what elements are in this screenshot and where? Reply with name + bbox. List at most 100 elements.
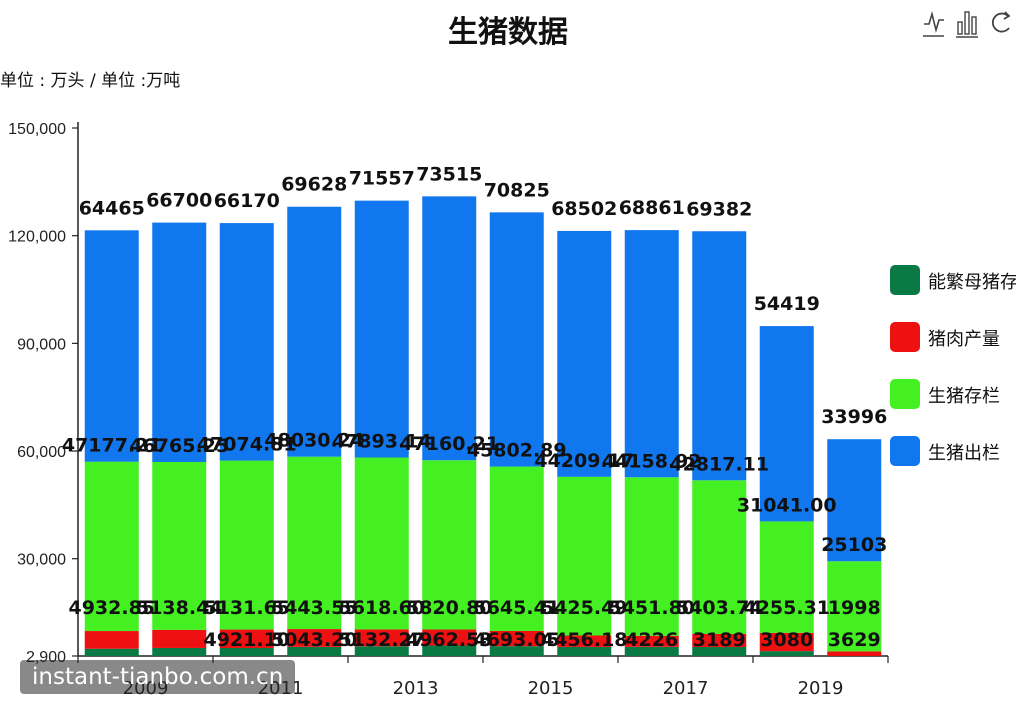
legend-item[interactable]: 生猪存栏	[890, 379, 1000, 409]
data-label: 64465	[79, 197, 145, 219]
legend-item[interactable]: 生猪出栏	[890, 436, 1000, 466]
bar-3-2018[interactable]	[692, 231, 747, 481]
data-label: 68861	[619, 197, 685, 219]
legend-swatch	[890, 379, 920, 409]
watermark: instant-tianbo.com.cn	[20, 660, 296, 694]
bar-3-2019[interactable]	[759, 326, 814, 522]
bar-0-2019[interactable]	[759, 651, 814, 656]
data-label: 44158.92	[602, 450, 702, 472]
data-label: 73515	[416, 163, 482, 185]
data-label: 46765.25	[129, 435, 229, 457]
bar-2-2014[interactable]	[422, 460, 477, 630]
bar-3-2016[interactable]	[557, 230, 612, 477]
legend-swatch	[890, 322, 920, 352]
data-label: 47074.81	[197, 434, 297, 456]
bar-0-2016[interactable]	[557, 646, 612, 656]
bar-1-2017[interactable]	[624, 635, 679, 647]
bar-2-2020[interactable]	[827, 561, 882, 652]
legend-label: 生猪出栏	[928, 443, 1000, 464]
bar-1-2014[interactable]	[422, 629, 477, 646]
bar-3-2012[interactable]	[287, 206, 342, 457]
bar-2-2019[interactable]	[759, 521, 814, 633]
data-label: 3629	[828, 629, 881, 651]
bar-0-2015[interactable]	[489, 646, 544, 656]
bar-1-2019[interactable]	[759, 632, 814, 652]
data-labels: 4932.855138.445131.655443.555618.605820.…	[62, 163, 887, 651]
data-label: 47160.21	[399, 433, 499, 455]
bar-3-2015[interactable]	[489, 212, 544, 467]
bar-2-2017[interactable]	[624, 477, 679, 636]
data-label: 5645.41	[473, 597, 560, 619]
data-label: 25103	[821, 534, 887, 556]
data-label: 4932.85	[68, 597, 155, 619]
bar-2-2010[interactable]	[152, 462, 207, 630]
data-label: 5451.80	[608, 597, 695, 619]
bar-0-2010[interactable]	[152, 647, 207, 656]
legend-item[interactable]: 猪肉产量	[890, 322, 1000, 352]
y-tick-label: 60,000	[17, 444, 66, 461]
bar-3-2020[interactable]	[827, 439, 882, 562]
bar-2-2012[interactable]	[287, 456, 342, 630]
bar-1-2009[interactable]	[84, 631, 139, 649]
data-label: 71557	[349, 168, 415, 190]
bar-1-2015[interactable]	[489, 630, 544, 647]
data-label: 3189	[693, 629, 746, 651]
bar-0-2009[interactable]	[84, 648, 139, 656]
data-label: 5820.80	[406, 597, 493, 619]
data-label: 70825	[484, 179, 550, 201]
bar-2-2013[interactable]	[354, 457, 409, 630]
bar-2-2011[interactable]	[219, 460, 274, 630]
data-label: 45802.89	[467, 440, 567, 462]
legend-swatch	[890, 265, 920, 295]
bar-3-2010[interactable]	[152, 222, 207, 463]
bar-3-2013[interactable]	[354, 200, 409, 458]
line-chart-icon[interactable]	[923, 10, 944, 37]
data-label: 5131.65	[203, 597, 290, 619]
bar-0-2012[interactable]	[287, 646, 342, 656]
bar-3-2017[interactable]	[624, 230, 679, 478]
legend-swatch	[890, 436, 920, 466]
bar-2-2015[interactable]	[489, 466, 544, 631]
bar-2-2009[interactable]	[84, 461, 139, 632]
data-label: 4921.10	[203, 629, 290, 651]
bar-3-2014[interactable]	[422, 196, 477, 461]
data-label: 5443.55	[271, 597, 358, 619]
data-label: 31041.00	[737, 494, 837, 516]
bar-1-2020[interactable]	[827, 651, 882, 656]
bar-1-2016[interactable]	[557, 635, 612, 647]
bar-1-2011[interactable]	[219, 629, 274, 648]
data-label: 69628	[281, 174, 347, 196]
bar-0-2017[interactable]	[624, 646, 679, 656]
legend-item[interactable]: 能繁母猪存栏	[890, 265, 1016, 295]
y-tick-label: 30,000	[17, 552, 66, 569]
bar-0-2014[interactable]	[422, 645, 477, 656]
data-label: 4962.53	[406, 629, 493, 651]
bar-2-2016[interactable]	[557, 476, 612, 636]
data-label: 5403.74	[676, 597, 763, 619]
data-label: 5618.60	[338, 597, 425, 619]
data-label: 42817.11	[669, 453, 769, 475]
bar-0-2011[interactable]	[219, 647, 274, 656]
restore-icon[interactable]	[991, 11, 1011, 33]
bar-1-2013[interactable]	[354, 629, 409, 647]
bar-chart-icon[interactable]	[956, 11, 978, 38]
bar-1-2012[interactable]	[287, 629, 342, 647]
data-label: 5138.44	[136, 597, 223, 619]
data-label: 4456.18	[541, 629, 628, 651]
bar-0-2018[interactable]	[692, 647, 747, 656]
data-label: 4255.31	[743, 597, 830, 619]
data-label: 4693.05	[473, 629, 560, 651]
bar-1-2018[interactable]	[692, 633, 747, 648]
bar-0-2013[interactable]	[354, 646, 409, 656]
x-tick-label: 2017	[663, 678, 709, 699]
bar-1-2010[interactable]	[152, 629, 207, 648]
data-label: 47177.21	[62, 435, 162, 457]
legend-label: 生猪存栏	[928, 386, 1000, 407]
data-label: 54419	[754, 293, 820, 315]
bar-2-2018[interactable]	[692, 480, 747, 634]
bar-3-2011[interactable]	[219, 223, 274, 461]
data-label: 5132.27	[338, 629, 425, 651]
bar-3-2009[interactable]	[84, 230, 139, 462]
data-label: 4226	[625, 629, 678, 651]
